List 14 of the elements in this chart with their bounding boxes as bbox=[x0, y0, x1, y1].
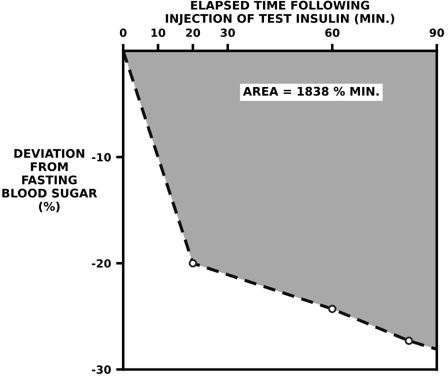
x-tick-label: 60 bbox=[325, 28, 340, 37]
x-tick-label: 0 bbox=[120, 28, 127, 37]
y-tick-label: -20 bbox=[92, 259, 111, 268]
x-tick-label: 90 bbox=[430, 28, 444, 37]
y-tick-label: -10 bbox=[92, 153, 111, 162]
point bbox=[404, 336, 414, 345]
point bbox=[328, 304, 336, 314]
chart-title: ELAPSED TIME FOLLOWING INJECTION OF TEST INSULIN (MIN.) bbox=[166, 0, 394, 26]
y-tick-label: -30 bbox=[92, 365, 111, 374]
annotation: AREA = 1838 % MIN. bbox=[242, 86, 379, 96]
point bbox=[188, 259, 198, 268]
x-tick-label: 10 bbox=[152, 28, 166, 37]
x-tick-label: 30 bbox=[220, 28, 235, 37]
x-tick-label: 20 bbox=[186, 28, 200, 37]
